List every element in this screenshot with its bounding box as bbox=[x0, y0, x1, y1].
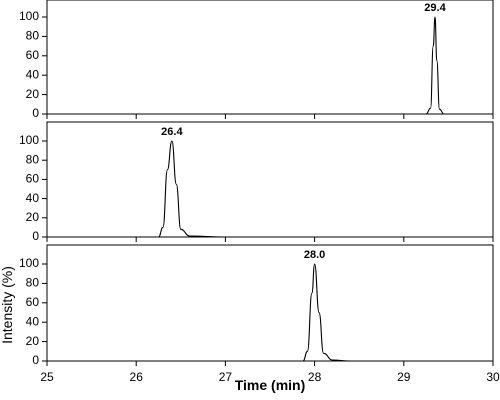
x-tick-label: 26 bbox=[130, 370, 144, 384]
panel-frame bbox=[46, 121, 494, 238]
x-axis-title: Time (min) bbox=[235, 377, 306, 393]
y-tick-label: 40 bbox=[26, 314, 40, 328]
panel-frame bbox=[46, 0, 494, 115]
y-tick-label: 20 bbox=[26, 334, 40, 348]
y-tick-label: 0 bbox=[32, 353, 39, 367]
y-axis-title: Intensity (%) bbox=[0, 266, 15, 344]
y-tick-label: 80 bbox=[26, 276, 40, 290]
y-tick-label: 40 bbox=[26, 191, 40, 205]
chromatogram-panel-1: 0 20 40 60 80 100 29.4 bbox=[19, 0, 494, 120]
peak-label: 28.0 bbox=[304, 249, 325, 261]
y-tick-label: 60 bbox=[26, 172, 40, 186]
y-tick-label: 40 bbox=[26, 67, 40, 81]
x-tick-label: 25 bbox=[40, 370, 54, 384]
y-tick-label: 80 bbox=[26, 29, 40, 43]
y-tick-label: 0 bbox=[32, 106, 39, 120]
chromatogram-trace bbox=[47, 140, 226, 238]
peak-label: 26.4 bbox=[161, 126, 183, 138]
y-tick-label: 100 bbox=[19, 133, 39, 147]
x-tick-label: 29 bbox=[397, 370, 411, 384]
x-tick-label: 28 bbox=[308, 370, 322, 384]
x-tick-label: 27 bbox=[219, 370, 233, 384]
y-tick-label: 80 bbox=[26, 152, 40, 166]
y-tick-label: 20 bbox=[26, 210, 40, 224]
chromatogram-panel-2: 0 20 40 60 80 100 26.4 bbox=[19, 121, 494, 243]
panel-frame bbox=[46, 244, 494, 362]
y-tick-label: 100 bbox=[19, 9, 39, 23]
y-tick-label: 100 bbox=[19, 256, 39, 270]
x-tick-label: 30 bbox=[486, 370, 500, 384]
y-tick-label: 0 bbox=[32, 229, 39, 243]
y-tick-label: 60 bbox=[26, 295, 40, 309]
y-tick-label: 20 bbox=[26, 87, 40, 101]
chromatogram-trace bbox=[47, 263, 351, 362]
peak-label: 29.4 bbox=[424, 2, 446, 14]
chromatogram-panel-3: 0 20 40 60 80 100 28.0 bbox=[19, 244, 494, 367]
y-tick-label: 60 bbox=[26, 48, 40, 62]
chromatogram-trace bbox=[47, 16, 493, 115]
x-axis: 25 26 27 28 29 30 bbox=[40, 370, 500, 384]
